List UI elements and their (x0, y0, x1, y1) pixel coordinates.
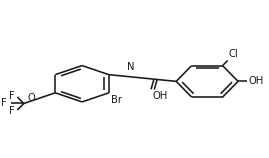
Text: F: F (9, 91, 15, 101)
Text: Cl: Cl (228, 49, 238, 59)
Text: Br: Br (111, 95, 122, 105)
Text: OH: OH (249, 76, 264, 86)
Text: OH: OH (152, 91, 168, 100)
Text: F: F (9, 106, 15, 116)
Text: N: N (127, 62, 135, 72)
Text: F: F (1, 98, 7, 108)
Text: O: O (28, 93, 36, 103)
